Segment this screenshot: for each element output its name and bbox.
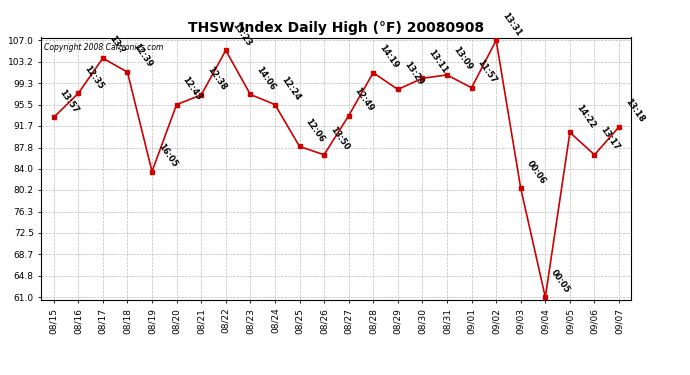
Text: 12:35: 12:35: [82, 63, 105, 91]
Text: 14:06: 14:06: [255, 64, 277, 92]
Text: 13:17: 13:17: [599, 125, 621, 152]
Text: 12:39: 12:39: [132, 42, 155, 69]
Text: 12:43: 12:43: [181, 75, 204, 102]
Text: 12:06: 12:06: [304, 117, 326, 144]
Text: 14:19: 14:19: [377, 43, 400, 70]
Text: 12:24: 12:24: [279, 75, 302, 102]
Text: 13:09: 13:09: [451, 45, 474, 72]
Text: 13:23: 13:23: [230, 21, 253, 48]
Text: 14:22: 14:22: [574, 102, 597, 130]
Text: 11:57: 11:57: [475, 58, 498, 85]
Text: 00:06: 00:06: [525, 159, 547, 186]
Text: Copyright 2008 Cartronics.com: Copyright 2008 Cartronics.com: [44, 43, 164, 52]
Text: 13:?: 13:?: [107, 34, 126, 56]
Text: 00:05: 00:05: [549, 267, 572, 294]
Text: 12:49: 12:49: [353, 86, 375, 113]
Text: 13:50: 13:50: [328, 125, 351, 152]
Text: 12:38: 12:38: [206, 65, 228, 92]
Text: 13:57: 13:57: [58, 88, 81, 115]
Text: 13:29: 13:29: [402, 60, 424, 87]
Text: 13:31: 13:31: [500, 10, 523, 38]
Title: THSW Index Daily High (°F) 20080908: THSW Index Daily High (°F) 20080908: [188, 21, 484, 35]
Text: 13:11: 13:11: [426, 48, 449, 75]
Text: 13:18: 13:18: [623, 97, 646, 124]
Text: 16:05: 16:05: [156, 142, 179, 169]
